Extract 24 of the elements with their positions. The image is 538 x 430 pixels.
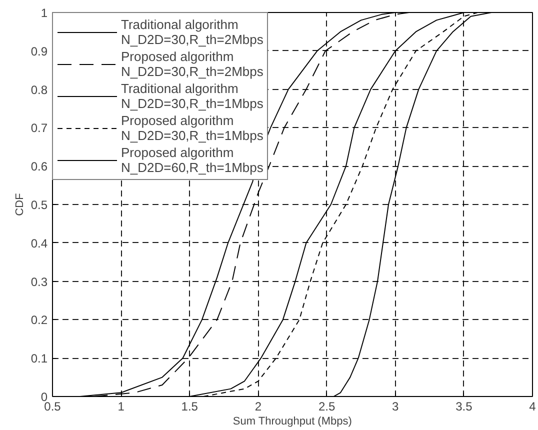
y-tick-label: 0.2 (30, 313, 48, 328)
legend-label: Proposed algorithm N_D2D=60,R_th=1Mbps (121, 145, 264, 175)
legend-label: Traditional algorithm N_D2D=30,R_th=1Mbps (121, 81, 264, 111)
x-tick-label: 1.5 (181, 400, 198, 414)
y-tick-label: 0.9 (30, 44, 48, 58)
y-tick-label: 1 (40, 6, 48, 20)
x-tick-label: 4 (529, 400, 536, 414)
y-tick-label: 0.7 (30, 121, 48, 136)
y-tick-label: 0.8 (30, 82, 48, 97)
y-tick-label: 0.5 (30, 198, 48, 212)
x-axis-title: Sum Throughput (Mbps) (232, 416, 352, 428)
y-tick-label: 0.3 (30, 274, 48, 289)
y-axis-title: CDF (14, 192, 26, 216)
legend-label: Proposed algorithm N_D2D=30,R_th=2Mbps (121, 49, 264, 79)
y-tick-label: 0.1 (30, 352, 48, 366)
x-tick-label: 2 (254, 400, 262, 414)
x-tick-label: 3.5 (456, 400, 473, 414)
legend-label: Proposed algorithm N_D2D=30,R_th=1Mbps (121, 113, 264, 143)
x-tick-label: 2.5 (318, 400, 336, 414)
y-tick-label: 0.4 (30, 236, 48, 250)
legend-label: Traditional algorithm N_D2D=30,R_th=2Mbps (121, 17, 264, 47)
x-tick-label: 1 (118, 400, 125, 414)
y-tick-label: 0.6 (30, 160, 48, 174)
x-tick-label: 3 (392, 400, 400, 414)
